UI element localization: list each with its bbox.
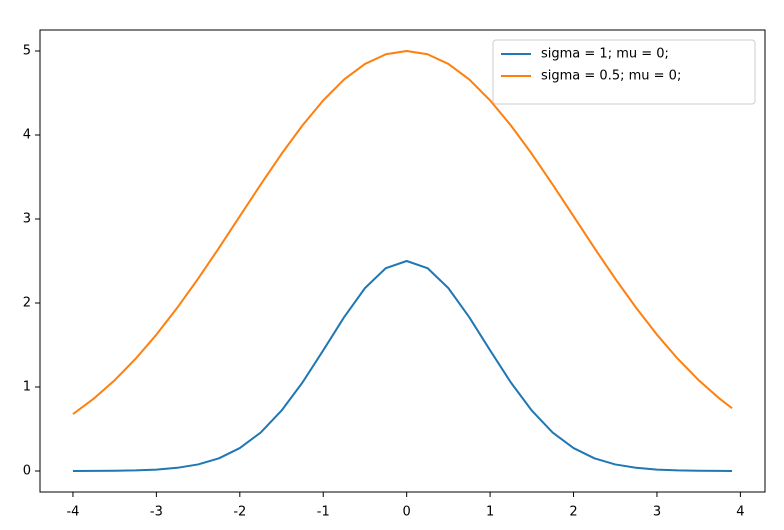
- plot-frame: [39, 29, 766, 493]
- y-tick-label: 4: [23, 128, 31, 143]
- x-tick-label: -2: [233, 505, 246, 520]
- legend-label: sigma = 1; mu = 0;: [541, 47, 669, 62]
- y-tick-label: 1: [23, 380, 31, 395]
- x-tick-label: -4: [66, 505, 79, 520]
- y-tick-label: 0: [23, 464, 31, 479]
- x-tick-label: 1: [486, 505, 494, 520]
- data-line: [72, 260, 733, 472]
- legend-box: [492, 39, 756, 105]
- y-tick-label: 3: [23, 212, 31, 227]
- legend-label: sigma = 0.5; mu = 0;: [541, 69, 681, 84]
- x-tick-label: 0: [403, 505, 411, 520]
- x-tick-label: 3: [653, 505, 661, 520]
- x-tick-label: 2: [569, 505, 577, 520]
- y-tick-label: 5: [23, 44, 31, 59]
- data-line: [72, 50, 733, 415]
- x-tick-label: 4: [736, 505, 744, 520]
- x-tick-label: -3: [150, 505, 163, 520]
- x-tick-label: -1: [317, 505, 330, 520]
- legend: sigma = 1; mu = 0; sigma = 0.5; mu = 0;: [492, 39, 756, 105]
- y-tick-label: 2: [23, 296, 31, 311]
